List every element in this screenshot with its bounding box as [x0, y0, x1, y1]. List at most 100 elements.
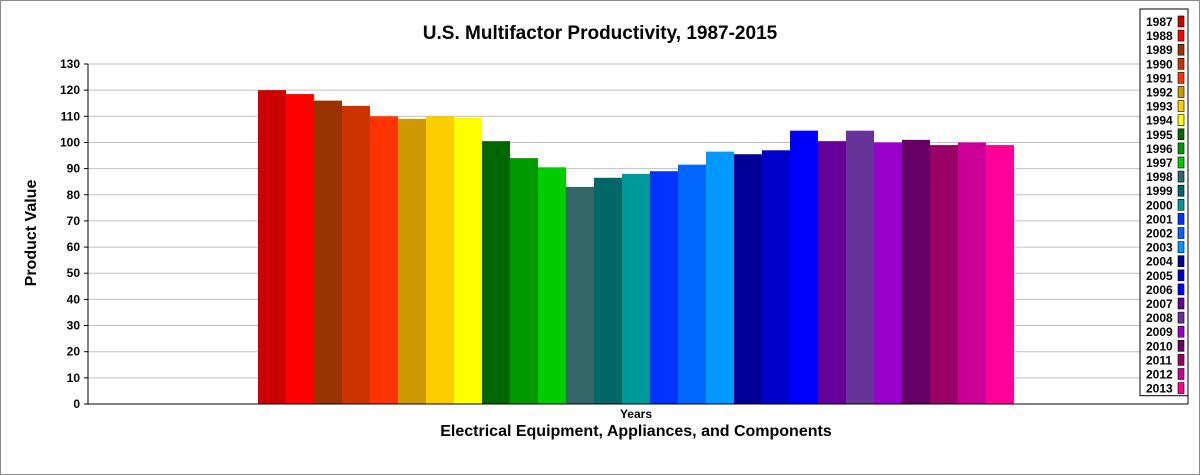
legend-swatch — [1177, 86, 1185, 98]
bar-2005[interactable] — [762, 150, 790, 404]
legend: 1987198819891990199119921993199419951996… — [1139, 8, 1189, 397]
legend-swatch — [1177, 227, 1185, 239]
legend-swatch — [1177, 311, 1185, 324]
bar-1996[interactable] — [510, 158, 538, 404]
bar-1994[interactable] — [454, 117, 482, 404]
legend-label: 1996 — [1146, 142, 1173, 156]
legend-swatch — [1177, 29, 1185, 42]
legend-label: 2001 — [1146, 212, 1173, 226]
legend-label: 2004 — [1146, 255, 1173, 269]
legend-label: 1995 — [1146, 128, 1173, 142]
y-tick-label: 120 — [60, 83, 80, 97]
legend-swatch — [1177, 325, 1185, 338]
y-axis-label: Product Value — [23, 180, 40, 287]
y-tick-label: 10 — [67, 371, 81, 385]
y-tick-label: 100 — [60, 135, 80, 149]
bar-2012[interactable] — [958, 142, 986, 404]
bar-2004[interactable] — [734, 154, 762, 404]
x-category-label: Years — [620, 407, 652, 421]
bar-2003[interactable] — [706, 151, 734, 404]
y-tick-label: 50 — [67, 266, 81, 280]
bar-1999[interactable] — [594, 177, 622, 404]
legend-swatch — [1177, 142, 1185, 155]
y-tick-label: 40 — [67, 292, 81, 306]
legend-label: 1992 — [1146, 86, 1173, 100]
legend-label: 1999 — [1146, 184, 1173, 198]
legend-swatch — [1177, 15, 1185, 28]
legend-swatch — [1177, 72, 1185, 84]
y-tick-label: 70 — [67, 214, 81, 228]
bar-2013[interactable] — [986, 145, 1014, 405]
bar-2008[interactable] — [846, 130, 874, 404]
bar-1995[interactable] — [482, 141, 510, 404]
legend-swatch — [1177, 382, 1185, 394]
bar-1989[interactable] — [314, 100, 342, 404]
bar-2007[interactable] — [818, 141, 846, 404]
legend-swatch — [1177, 255, 1185, 267]
y-tick-label: 80 — [67, 188, 81, 202]
legend-swatch — [1177, 213, 1185, 225]
legend-swatch — [1177, 297, 1185, 310]
y-tick-label: 20 — [67, 345, 81, 359]
legend-swatch — [1177, 269, 1185, 282]
bar-2009[interactable] — [874, 142, 902, 404]
y-tick-label: 130 — [60, 57, 80, 71]
legend-swatch — [1177, 241, 1185, 253]
legend-swatch — [1177, 43, 1185, 56]
bar-1988[interactable] — [286, 94, 314, 405]
legend-swatch — [1177, 339, 1185, 352]
bar-1992[interactable] — [398, 118, 426, 404]
legend-swatch — [1177, 114, 1185, 126]
legend-label: 2000 — [1146, 198, 1173, 212]
legend-label: 1997 — [1146, 156, 1173, 170]
legend-swatch — [1177, 368, 1185, 380]
bar-2002[interactable] — [678, 164, 706, 404]
legend-label: 2012 — [1146, 368, 1173, 382]
legend-label: 1989 — [1146, 43, 1173, 57]
bar-1993[interactable] — [426, 116, 454, 405]
legend-swatch — [1177, 156, 1185, 169]
y-tick-label: 90 — [67, 162, 81, 176]
x-axis-label: Electrical Equipment, Appliances, and Co… — [440, 423, 832, 440]
chart-title: U.S. Multifactor Productivity, 1987-2015 — [423, 23, 778, 44]
legend-swatch — [1177, 283, 1185, 296]
legend-label: 1991 — [1146, 71, 1173, 85]
legend-label: 2002 — [1146, 227, 1173, 241]
bar-1998[interactable] — [566, 186, 594, 404]
bar-1997[interactable] — [538, 167, 566, 404]
legend-label: 2011 — [1146, 353, 1172, 367]
legend-label: 1988 — [1146, 29, 1173, 43]
bar-1991[interactable] — [370, 116, 398, 405]
legend-label: 2010 — [1146, 339, 1173, 353]
legend-swatch — [1177, 199, 1185, 211]
legend-swatch — [1177, 128, 1185, 141]
bar-2011[interactable] — [930, 145, 958, 405]
bar-2001[interactable] — [650, 171, 678, 404]
legend-label: 1990 — [1146, 57, 1173, 71]
legend-label: 2008 — [1146, 311, 1173, 325]
legend-label: 2006 — [1146, 283, 1173, 297]
y-tick-label: 0 — [73, 397, 80, 411]
legend-label: 1998 — [1146, 170, 1173, 184]
bar-1987[interactable] — [258, 90, 286, 405]
bar-2006[interactable] — [790, 130, 818, 404]
legend-swatch — [1177, 184, 1185, 197]
legend-label: 1994 — [1146, 114, 1173, 128]
legend-swatch — [1177, 170, 1185, 183]
bars — [258, 90, 1014, 405]
legend-swatch — [1177, 354, 1185, 366]
legend-label: 2009 — [1146, 325, 1173, 339]
legend-label: 1993 — [1146, 100, 1173, 114]
legend-label: 2007 — [1146, 297, 1173, 311]
y-tick-label: 60 — [67, 240, 81, 254]
bar-2010[interactable] — [902, 139, 930, 404]
y-tick-label: 30 — [67, 319, 81, 333]
legend-swatch — [1177, 100, 1185, 112]
legend-swatch — [1177, 57, 1185, 70]
bar-2000[interactable] — [622, 173, 650, 404]
bar-1990[interactable] — [342, 105, 370, 404]
legend-label: 2005 — [1146, 269, 1173, 283]
legend-label: 2013 — [1146, 382, 1173, 396]
y-tick-label: 110 — [61, 109, 81, 123]
